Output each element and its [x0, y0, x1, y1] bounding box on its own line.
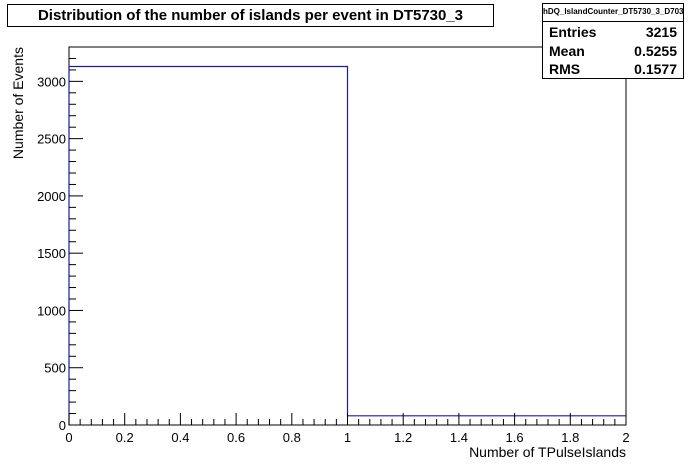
x-axis-title: Number of TPulseIslands	[469, 444, 626, 460]
x-tick-label: 0.6	[227, 430, 245, 445]
histogram-outline	[68, 65, 626, 425]
x-tick-label: 1	[344, 430, 351, 445]
y-tick-label: 0	[59, 418, 66, 433]
x-tick-label: 0	[65, 430, 72, 445]
x-tick-label: 1.2	[394, 430, 412, 445]
y-tick-label: 2500	[37, 132, 66, 147]
histogram-bin-1	[348, 416, 627, 425]
x-tick-label: 2	[622, 430, 629, 445]
y-axis-title: Number of Events	[10, 47, 26, 159]
stats-histogram-name: hDQ_IslandCounter_DT5730_3_D703	[543, 7, 683, 16]
x-tick-label: 0.8	[283, 430, 301, 445]
stats-mean-label: Mean	[549, 43, 585, 59]
stats-rms-label: RMS	[549, 61, 581, 77]
stats-box: hDQ_IslandCounter_DT5730_3_D703 Entries …	[542, 3, 684, 79]
stats-entries-row: Entries 3215	[549, 24, 677, 42]
stats-entries-label: Entries	[549, 24, 597, 40]
y-tick-label: 1000	[37, 303, 66, 318]
x-tick-label: 0.2	[116, 430, 134, 445]
stats-rms-row: RMS 0.1577	[549, 61, 677, 79]
x-tick-label: 0.4	[171, 430, 189, 445]
y-tick-label: 500	[44, 361, 66, 376]
chart-title-box: Distribution of the number of islands pe…	[7, 4, 494, 27]
stats-entries-value: 3215	[645, 24, 677, 40]
stats-mean-row: Mean 0.5255	[549, 43, 677, 61]
stats-rms-value: 0.1577	[634, 61, 677, 77]
chart-title: Distribution of the number of islands pe…	[37, 7, 464, 24]
y-tick-label: 2000	[37, 189, 66, 204]
x-tick-label: 1.6	[506, 430, 524, 445]
histogram-bin-0	[69, 66, 348, 425]
x-tick-label: 1.4	[450, 430, 468, 445]
y-tick-label: 1500	[37, 246, 66, 261]
x-tick-label: 1.8	[561, 430, 579, 445]
stats-separator	[543, 21, 683, 22]
y-tick-label: 3000	[37, 74, 66, 89]
stats-mean-value: 0.5255	[634, 43, 677, 59]
